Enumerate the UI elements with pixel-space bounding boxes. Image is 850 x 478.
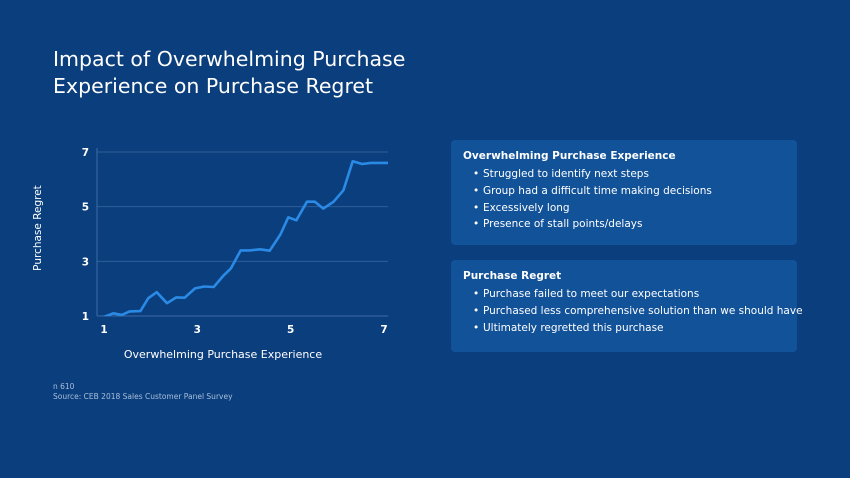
- list-item-text: Presence of stall points/delays: [483, 218, 643, 231]
- bullet-icon: •: [473, 304, 480, 317]
- y-tick-label: 7: [82, 147, 89, 159]
- list-item: • Ultimately regretted this purchase: [463, 320, 785, 337]
- y-tick-label: 3: [82, 256, 89, 268]
- list-item: • Purchased less comprehensive solution t…: [463, 303, 803, 320]
- legend-card-overwhelming-experience: Overwhelming Purchase Experience • Strugg…: [451, 140, 797, 245]
- list-item: • Group had a difficult time making decis…: [463, 183, 785, 200]
- slide-title-line-1: Impact of Overwhelming Purchase: [53, 47, 406, 71]
- x-tick-label: 1: [100, 324, 107, 336]
- list-item-text: Group had a difficult time making decisi…: [483, 184, 712, 197]
- data-line: [102, 160, 388, 316]
- card-title: Overwhelming Purchase Experience: [463, 150, 676, 162]
- bullet-icon: •: [473, 218, 480, 231]
- legend-card-purchase-regret: Purchase Regret • Purchase failed to meet…: [451, 260, 803, 352]
- list-item: • Excessively long: [463, 200, 785, 217]
- x-tick-label: 3: [194, 324, 201, 336]
- x-tick-label: 7: [380, 324, 387, 336]
- list-item-text: Purchased less comprehensive solution th…: [483, 304, 803, 317]
- list-item: • Struggled to identify next steps: [463, 166, 785, 183]
- x-axis-label: Overwhelming Purchase Experience: [123, 348, 323, 361]
- bullet-icon: •: [473, 168, 480, 180]
- bullet-icon: •: [473, 288, 480, 300]
- y-tick-label: 5: [82, 202, 89, 214]
- bullet-icon: •: [473, 321, 480, 334]
- list-item-text: Excessively long: [483, 201, 570, 214]
- y-axis-label: Purchase Regret: [32, 185, 44, 271]
- x-tick-label: 5: [287, 324, 294, 336]
- bullet-icon: •: [473, 184, 480, 197]
- slide-title: Impact of Overwhelming Purchase Experien…: [53, 46, 453, 100]
- list-item-text: Ultimately regretted this purchase: [483, 321, 664, 334]
- bullet-icon: •: [473, 201, 480, 214]
- list-item: • Purchase failed to meet our expectation…: [463, 286, 785, 303]
- slide-title-line-2: Experience on Purchase Regret: [53, 74, 374, 98]
- card-title: Purchase Regret: [463, 270, 562, 282]
- footnotes: n 610 Source: CEB 2018 Sales Customer Pa…: [53, 382, 233, 402]
- source-note: Source: CEB 2018 Sales Customer Panel Su…: [53, 392, 233, 401]
- y-tick-label: 1: [82, 311, 89, 323]
- sample-size-note: n 610: [53, 382, 75, 391]
- card-list: • Purchase failed to meet our expectation…: [463, 286, 803, 337]
- list-item-text: Purchase failed to meet our expectations: [483, 288, 700, 300]
- list-item: • Presence of stall points/delays: [463, 216, 785, 233]
- list-item-text: Struggled to identify next steps: [483, 168, 649, 180]
- card-list: • Struggled to identify next steps • Group…: [463, 166, 785, 233]
